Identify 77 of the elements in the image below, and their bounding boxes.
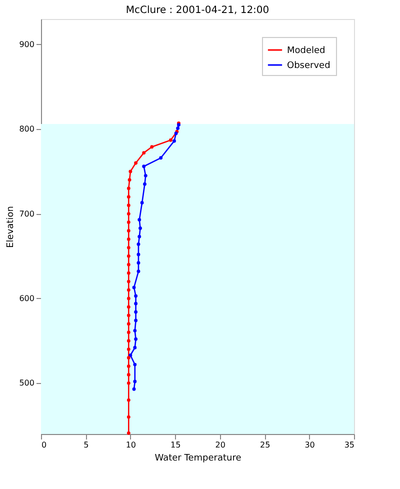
point — [126, 330, 130, 334]
point — [128, 354, 132, 357]
point — [142, 151, 146, 155]
point — [134, 318, 138, 322]
point — [126, 398, 130, 402]
point — [126, 348, 130, 352]
x-axis-title: Water Temperature — [154, 454, 242, 464]
point — [126, 204, 130, 208]
point — [128, 178, 132, 182]
point — [136, 242, 140, 246]
x-tick-label: 25 — [260, 440, 270, 450]
y-tick-label: 500 — [19, 378, 34, 388]
point — [134, 302, 138, 306]
point — [168, 138, 172, 142]
point — [159, 156, 163, 160]
point — [143, 182, 146, 186]
y-tick-label: 700 — [19, 209, 34, 218]
point — [138, 218, 142, 222]
point — [126, 339, 130, 343]
point — [126, 280, 130, 284]
x-tick-label: 15 — [170, 440, 181, 450]
point — [126, 364, 130, 368]
point — [126, 212, 130, 216]
point — [150, 145, 154, 149]
point — [134, 294, 138, 298]
point — [176, 126, 180, 130]
point — [128, 170, 132, 174]
point — [126, 288, 130, 292]
point — [133, 328, 137, 332]
point — [126, 381, 130, 385]
point — [144, 174, 148, 178]
x-tick-label: 30 — [304, 440, 315, 450]
point — [132, 286, 136, 290]
point — [126, 372, 130, 376]
point — [136, 261, 140, 265]
point — [126, 356, 130, 360]
point — [140, 201, 144, 205]
point — [138, 226, 142, 230]
point — [133, 380, 137, 384]
point — [132, 387, 136, 391]
point — [126, 246, 130, 250]
point — [126, 254, 130, 258]
point — [134, 161, 138, 165]
x-tick-label: 10 — [126, 440, 136, 450]
x-tick-label: 35 — [344, 440, 354, 450]
point — [133, 362, 137, 366]
y-axis-title: Elevation — [6, 206, 16, 248]
point — [133, 346, 137, 350]
y-tick-label: 800 — [19, 124, 34, 134]
x-tick-label: 0 — [42, 440, 47, 450]
point — [126, 322, 130, 326]
legend-label: Observed — [287, 61, 330, 71]
chart-title: McClure : 2001-04-21, 12:00 — [126, 5, 270, 16]
point — [138, 234, 142, 238]
point — [126, 262, 130, 266]
point — [126, 305, 130, 309]
y-tick-label: 600 — [19, 294, 34, 303]
point — [134, 310, 138, 314]
point — [126, 314, 130, 318]
x-tick-label: 5 — [84, 440, 89, 450]
point — [126, 296, 130, 300]
point — [126, 431, 130, 435]
point — [126, 186, 130, 190]
point — [126, 229, 130, 232]
point — [172, 139, 176, 143]
point — [142, 164, 146, 168]
point — [126, 271, 130, 275]
point — [136, 252, 140, 256]
point — [136, 270, 140, 274]
legend-label: Modeled — [287, 46, 326, 56]
point — [126, 237, 130, 241]
point — [126, 415, 130, 419]
point — [126, 195, 130, 199]
point — [126, 220, 130, 224]
y-tick-label: 900 — [19, 40, 34, 49]
x-tick-label: 20 — [215, 440, 226, 450]
point — [134, 337, 138, 341]
